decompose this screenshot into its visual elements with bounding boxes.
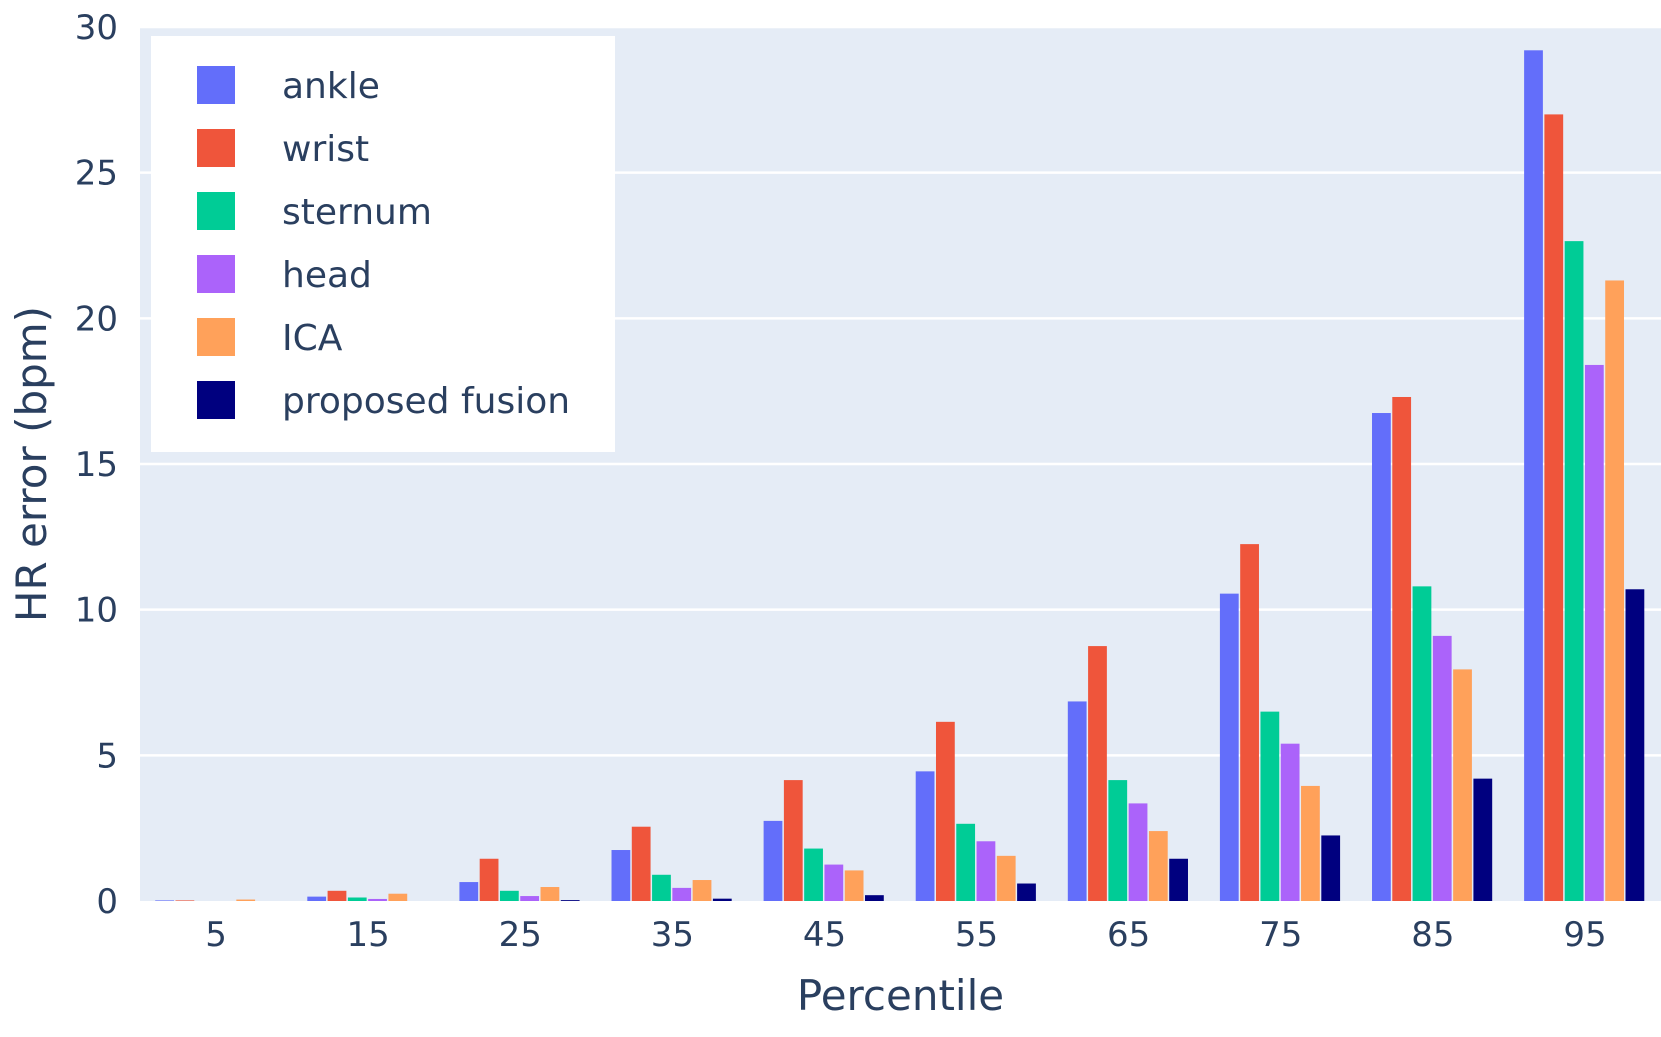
bar-ankle[interactable] <box>155 900 174 901</box>
y-tick-label: 5 <box>96 736 118 776</box>
y-axis-title: HR error (bpm) <box>7 306 56 622</box>
bar-ankle[interactable] <box>1067 701 1087 901</box>
bar-ICA[interactable] <box>388 893 408 901</box>
bar-wrist[interactable] <box>1544 114 1564 901</box>
y-tick-label: 30 <box>75 8 118 48</box>
legend-swatch <box>197 66 235 104</box>
y-tick-label: 15 <box>75 445 118 485</box>
bar-sternum[interactable] <box>1108 780 1128 901</box>
legend-swatch <box>197 129 235 167</box>
legend-label[interactable]: ankle <box>282 66 380 107</box>
legend-label[interactable]: ICA <box>282 318 343 359</box>
bar-wrist[interactable] <box>1240 544 1259 901</box>
legend-label[interactable]: sternum <box>282 192 432 233</box>
bar-marks <box>155 50 1645 902</box>
x-tick-label: 55 <box>955 915 998 955</box>
bar-ankle[interactable] <box>459 882 479 901</box>
bar-head[interactable] <box>1128 803 1148 901</box>
bar-sternum[interactable] <box>956 823 976 901</box>
bar-ankle[interactable] <box>307 896 327 901</box>
x-tick-label: 45 <box>803 915 846 955</box>
legend-swatch <box>197 318 235 356</box>
bar-sternum[interactable] <box>499 890 519 901</box>
bar-sternum[interactable] <box>652 874 671 901</box>
bar-ICA[interactable] <box>1453 669 1472 901</box>
bar-head[interactable] <box>520 896 540 901</box>
y-tick-label: 0 <box>96 882 118 922</box>
bar-wrist[interactable] <box>175 900 195 901</box>
bar-proposed-fusion[interactable] <box>1321 835 1341 901</box>
bar-proposed-fusion[interactable] <box>1625 589 1645 901</box>
x-tick-label: 25 <box>499 915 542 955</box>
legend-label[interactable]: proposed fusion <box>282 381 570 422</box>
x-tick-label: 75 <box>1259 915 1302 955</box>
bar-head[interactable] <box>976 841 996 901</box>
bar-sternum[interactable] <box>1564 241 1584 901</box>
bar-proposed-fusion[interactable] <box>560 900 580 901</box>
x-tick-label: 15 <box>347 915 390 955</box>
legend-swatch <box>197 255 235 293</box>
bar-sternum[interactable] <box>1412 586 1432 901</box>
legend-swatch <box>197 192 235 230</box>
bar-sternum[interactable] <box>804 848 823 901</box>
bar-head[interactable] <box>368 898 387 901</box>
x-tick-label: 85 <box>1411 915 1454 955</box>
bar-ICA[interactable] <box>996 855 1016 901</box>
bar-wrist[interactable] <box>631 826 651 901</box>
bar-wrist[interactable] <box>783 780 803 901</box>
bar-wrist[interactable] <box>1088 646 1107 901</box>
bar-sternum[interactable] <box>347 897 367 901</box>
bar-proposed-fusion[interactable] <box>865 895 884 901</box>
bar-wrist[interactable] <box>1392 396 1412 901</box>
bar-ankle[interactable] <box>1219 593 1239 901</box>
bar-proposed-fusion[interactable] <box>1169 858 1188 901</box>
bar-ICA[interactable] <box>844 870 864 901</box>
bar-ICA[interactable] <box>1605 280 1625 902</box>
bar-proposed-fusion[interactable] <box>712 898 732 901</box>
bar-proposed-fusion[interactable] <box>1017 883 1036 901</box>
bar-head[interactable] <box>672 887 692 901</box>
x-axis-title: Percentile <box>797 971 1004 1020</box>
bar-ankle[interactable] <box>1524 50 1543 902</box>
x-tick-label: 5 <box>205 915 227 955</box>
bar-head[interactable] <box>824 864 844 901</box>
bar-ICA[interactable] <box>236 899 256 901</box>
bar-ankle[interactable] <box>763 820 783 901</box>
x-tick-label: 35 <box>651 915 694 955</box>
x-axis-ticks: 5 15 25 35 45 55 65 75 85 95 <box>205 915 1606 955</box>
bar-ICA[interactable] <box>540 887 560 901</box>
bar-ankle[interactable] <box>915 771 935 901</box>
legend-label[interactable]: wrist <box>282 129 369 170</box>
bar-ICA[interactable] <box>1301 785 1320 901</box>
legend-label[interactable]: head <box>282 255 372 296</box>
y-tick-label: 20 <box>75 299 118 339</box>
y-axis-ticks: 0 5 10 15 20 25 30 <box>75 8 118 922</box>
bar-head[interactable] <box>1432 635 1452 901</box>
bar-ICA[interactable] <box>692 880 712 901</box>
bar-ICA[interactable] <box>1148 831 1168 901</box>
x-tick-label: 65 <box>1107 915 1150 955</box>
x-tick-label: 95 <box>1563 915 1606 955</box>
bar-ankle[interactable] <box>611 850 631 901</box>
bar-sternum[interactable] <box>1260 711 1280 901</box>
bar-wrist[interactable] <box>327 890 347 901</box>
y-tick-label: 25 <box>75 154 118 194</box>
bar-ankle[interactable] <box>1372 413 1391 901</box>
bar-proposed-fusion[interactable] <box>1473 778 1493 901</box>
y-tick-label: 10 <box>75 591 118 631</box>
bar-head[interactable] <box>1280 743 1300 901</box>
bar-head[interactable] <box>1584 364 1604 901</box>
bar-wrist[interactable] <box>479 858 499 901</box>
legend[interactable]: ankle wrist sternum head ICA proposed fusion <box>151 36 615 452</box>
legend-swatch <box>197 381 235 419</box>
bar-wrist[interactable] <box>935 721 955 901</box>
